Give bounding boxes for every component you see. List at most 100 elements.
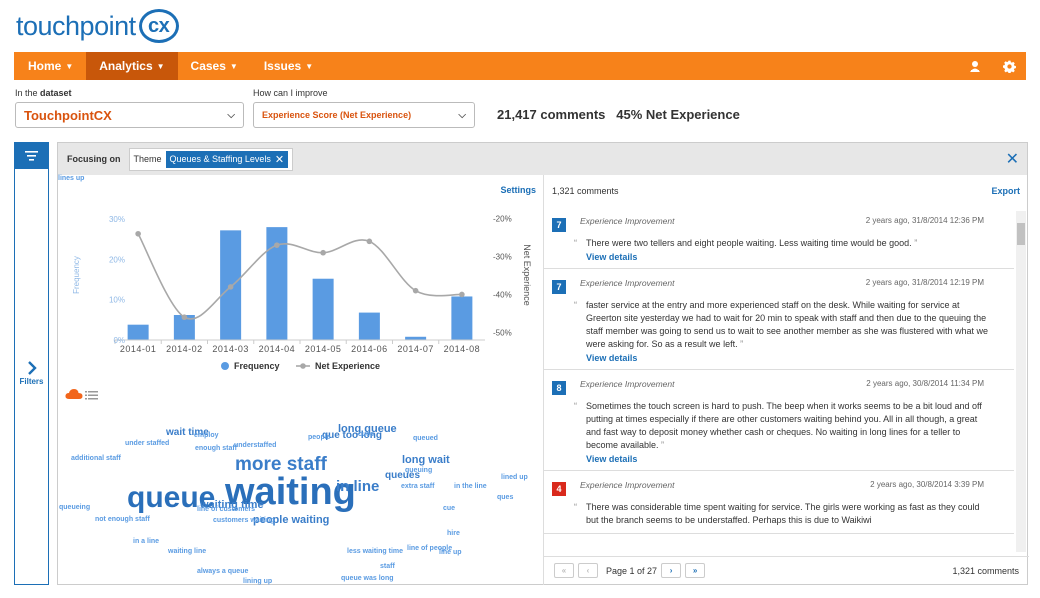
word-cloud-term[interactable]: cue <box>443 505 456 512</box>
list-icon[interactable] <box>85 387 98 405</box>
word-cloud-term[interactable]: people waiting <box>253 514 330 526</box>
comment-list: 7 Experience Improvement 2 years ago, 31/8… <box>544 207 1014 556</box>
first-page-button[interactable]: « <box>554 563 574 578</box>
word-cloud-term[interactable]: lines up <box>58 175 85 182</box>
filter-icon[interactable] <box>15 143 48 169</box>
word-cloud-term[interactable]: queueing <box>59 504 91 511</box>
nav-analytics[interactable]: Analytics ▼ <box>86 52 178 80</box>
touchpoint-logo[interactable]: touchpoint cx <box>16 8 179 44</box>
y-tick-label: 10% <box>109 296 125 305</box>
view-details-link[interactable]: View details <box>586 252 638 262</box>
word-cloud-term[interactable]: under staffed <box>125 440 170 447</box>
settings-link[interactable]: Settings <box>500 185 536 195</box>
word-cloud-term[interactable]: customers waiting <box>213 517 275 524</box>
chart-bar <box>127 324 149 340</box>
net-experience-point <box>459 291 465 298</box>
net-experience-point <box>320 249 326 256</box>
chevron-down-icon: ▼ <box>305 61 314 71</box>
word-cloud-term[interactable]: in the line <box>454 483 487 490</box>
word-cloud-term[interactable]: always a queue <box>197 568 249 575</box>
logo-badge: cx <box>138 9 179 43</box>
word-cloud-term[interactable]: que too long <box>322 430 382 441</box>
word-cloud-term[interactable]: enough staff <box>195 445 237 452</box>
comment-item: 4 Experience Improvement 2 years ago, 30/8… <box>544 471 1014 534</box>
dataset-label-prefix: In the <box>15 88 41 98</box>
word-cloud-term[interactable]: extra staff <box>401 483 435 490</box>
focus-label: Focusing on <box>67 154 121 164</box>
comment-body: There were two tellers and eight people … <box>586 238 912 248</box>
user-icon[interactable] <box>958 52 992 80</box>
word-cloud-term[interactable]: people <box>308 434 331 441</box>
dataset-select[interactable]: TouchpointCX ⌵ <box>15 102 244 128</box>
net-experience-point <box>135 230 141 237</box>
word-cloud-term[interactable]: queued <box>413 435 438 442</box>
export-link[interactable]: Export <box>991 186 1020 196</box>
word-cloud-term[interactable]: queue <box>127 481 216 514</box>
word-cloud-term[interactable]: hire <box>447 530 460 537</box>
pagination: « ‹ Page 1 of 27 › » 1,321 comments <box>544 556 1029 584</box>
word-cloud-term[interactable]: lining up <box>243 578 273 585</box>
nav-issues[interactable]: Issues ▼ <box>251 52 326 80</box>
word-cloud-term[interactable]: queues <box>385 470 421 481</box>
cloud-icon[interactable] <box>65 387 83 405</box>
word-cloud-term[interactable]: cues <box>358 431 374 438</box>
word-cloud-term[interactable]: line of customers <box>197 506 255 513</box>
word-cloud-term[interactable]: line of people <box>407 545 453 552</box>
close-icon[interactable]: ✕ <box>274 153 285 166</box>
word-cloud-term[interactable]: employ <box>194 432 219 439</box>
word-cloud-term[interactable]: queue was long <box>341 575 394 582</box>
word-cloud-term[interactable]: in a line <box>133 538 160 545</box>
word-cloud-term[interactable]: in line <box>336 478 380 495</box>
nav-home[interactable]: Home ▼ <box>14 52 86 80</box>
word-cloud-term[interactable]: wait time <box>166 427 209 438</box>
word-cloud-term[interactable]: more staff <box>235 454 327 475</box>
view-details-link[interactable]: View details <box>586 353 638 363</box>
word-cloud-term[interactable]: queuing <box>405 467 433 474</box>
chevron-down-icon: ▼ <box>229 61 238 71</box>
view-details-link[interactable]: View details <box>586 454 638 464</box>
word-cloud-term[interactable]: lined up <box>501 474 528 481</box>
improve-select-value: Experience Score (Net Experience) <box>262 110 412 120</box>
comment-body: There was considerable time spent waitin… <box>586 502 980 525</box>
next-page-button[interactable]: › <box>661 563 682 578</box>
scrollbar-thumb[interactable] <box>1017 223 1025 245</box>
word-cloud-term[interactable]: not enough staff <box>95 516 150 523</box>
prev-page-button[interactable]: ‹ <box>578 563 598 578</box>
word-cloud-term[interactable]: understaffed <box>234 442 277 449</box>
close-panel-icon[interactable]: ✕ <box>1005 151 1019 168</box>
gear-icon[interactable] <box>992 52 1026 80</box>
word-cloud-term[interactable]: less waiting time <box>347 548 404 555</box>
filters-sidebar[interactable]: Filters <box>14 142 49 585</box>
word-cloud-term[interactable]: additional staff <box>71 455 121 462</box>
comment-total: 21,417 comments <box>497 107 606 122</box>
last-page-button[interactable]: » <box>685 563 706 578</box>
theme-tag[interactable]: Queues & Staffing Levels ✕ <box>165 150 289 168</box>
word-cloud-term[interactable]: ques <box>497 494 514 501</box>
word-cloud-term[interactable]: waiting time <box>200 499 264 511</box>
improve-select[interactable]: Experience Score (Net Experience) ⌵ <box>253 102 475 128</box>
frequency-chart: 2014-01 2014-02 2014-03 2014-04 2014-05 2014-… <box>72 215 532 371</box>
filters-toggle[interactable]: Filters <box>15 361 48 386</box>
main-navbar: Home ▼ Analytics ▼ Cases ▼ Issues ▼ <box>14 52 1026 80</box>
nav-cases[interactable]: Cases ▼ <box>178 52 251 80</box>
improve-label: How can I improve <box>253 88 328 98</box>
pager-total: 1,321 comments <box>952 565 1019 576</box>
x-tick-label: 2014-06 <box>351 344 388 354</box>
word-cloud-term[interactable]: long queue <box>338 423 397 435</box>
comment-body: Sometimes the touch screen is hard to pu… <box>586 401 982 450</box>
scrollbar[interactable] <box>1016 211 1026 552</box>
word-cloud-term[interactable]: staff <box>380 563 395 570</box>
word-cloud-term[interactable]: waiting <box>225 471 356 513</box>
quote-open-icon: “ <box>574 238 577 248</box>
word-cloud-term[interactable]: long wait <box>402 454 450 466</box>
word-cloud-term[interactable]: line up <box>439 549 462 556</box>
page-indicator: Page 1 of 27 <box>606 565 658 576</box>
comment-text: “ There was considerable time spent waiti… <box>574 501 992 527</box>
y2-tick-label: -20% <box>493 215 512 224</box>
view-toggle <box>65 387 98 405</box>
comment-category: Experience Improvement <box>580 216 675 226</box>
chart-bar <box>312 278 334 340</box>
word-cloud-term[interactable]: waiting line <box>168 548 207 555</box>
comment-text: “ Sometimes the touch screen is hard to p… <box>574 400 992 452</box>
net-experience-point <box>227 284 234 290</box>
